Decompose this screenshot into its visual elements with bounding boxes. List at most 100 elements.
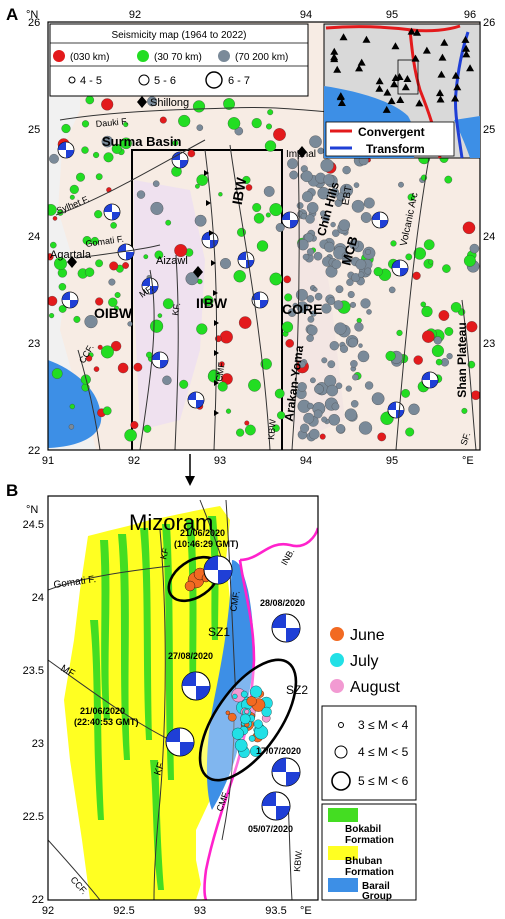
label-kbw: KBW [266, 418, 278, 440]
seismic-event [466, 321, 478, 333]
lat-tick-26-right: 26 [483, 17, 495, 29]
seismic-event [444, 175, 453, 184]
seismic-event [306, 248, 315, 256]
legend-bokabil-1: Bokabil [345, 824, 381, 835]
station-triangle [390, 80, 399, 88]
seismic-event [353, 182, 360, 188]
seismic-event [413, 355, 423, 365]
seismic-event [253, 213, 265, 224]
mizoram-event [249, 685, 263, 698]
focal-mechanism [271, 613, 301, 643]
event-labels: 21/06/2020 (10:46:29 GMT) 28/08/2020 27/… [74, 528, 305, 834]
seismic-event [269, 203, 283, 217]
b-lat-tick-24: 24 [32, 592, 44, 604]
inset-map: Convergent Transform [323, 23, 481, 159]
seismic-event [345, 385, 352, 392]
legend-mag-small [68, 76, 76, 84]
mizoram-event [244, 709, 250, 715]
seismic-event [306, 295, 315, 303]
seismic-event [366, 309, 372, 315]
bokabil-formation-strips [90, 516, 219, 890]
label-cmf: CMF [214, 361, 227, 382]
seismic-event [143, 424, 152, 433]
station-triangle [422, 46, 431, 54]
seismic-event [444, 327, 454, 336]
seismic-event [335, 424, 346, 434]
seismic-event [81, 120, 90, 128]
seismic-event [265, 212, 271, 218]
seismic-event [396, 329, 403, 336]
seismic-event [218, 192, 223, 197]
seismic-event [172, 140, 179, 146]
inset-legend-convergent: Convergent [358, 125, 425, 139]
seismic-event [97, 344, 103, 350]
seismic-event [310, 377, 316, 384]
seismic-event [283, 275, 291, 284]
seismic-event [321, 416, 328, 423]
station-triangle [375, 77, 384, 85]
legend-intermediate-dot [137, 50, 149, 62]
seismic-event [307, 402, 314, 410]
seismic-event [309, 135, 322, 148]
seismic-event [344, 408, 358, 421]
lon-tick-93: 93 [214, 455, 226, 467]
seismic-event [58, 305, 67, 313]
label-ibw: IBW [229, 176, 250, 206]
seismic-event [157, 313, 163, 318]
seismic-event [346, 278, 354, 286]
seismic-event [227, 117, 241, 130]
legend-barail-1: Barail [362, 881, 390, 892]
seismic-event [48, 253, 54, 261]
station-triangle [383, 88, 392, 96]
seismic-event [328, 414, 340, 426]
panel-b-title: Mizoram [129, 510, 213, 535]
seismic-event [385, 350, 396, 362]
seismic-event [242, 175, 251, 185]
seismic-event [154, 250, 164, 260]
seismic-event [195, 183, 200, 189]
seismic-event [102, 406, 112, 416]
focal-mechanism [237, 251, 255, 269]
station-triangle [387, 97, 396, 105]
seismic-event [312, 287, 318, 292]
focal-mechanism [165, 727, 195, 757]
legend-mag-medium [138, 74, 150, 86]
panel-b: B °N °E [6, 481, 417, 917]
panel-b-lon-unit: °E [300, 905, 312, 917]
mizoram-event [232, 693, 238, 699]
lat-tick-23-right: 23 [483, 338, 495, 350]
seismic-event [49, 313, 55, 319]
seismic-event [284, 293, 293, 302]
seismic-event [196, 174, 208, 186]
focal-mechanism [103, 203, 121, 221]
seismic-event [329, 341, 339, 351]
seismic-event [350, 301, 356, 308]
lon-tick-91: 91 [42, 455, 54, 467]
seismic-event [413, 247, 426, 260]
seismic-event [335, 382, 343, 390]
seismic-event [305, 214, 315, 224]
station-triangle [462, 44, 471, 52]
seismic-event [412, 271, 421, 280]
seismic-event [342, 165, 351, 175]
seismic-event [287, 158, 298, 170]
agartala-marker [67, 256, 77, 268]
focal-mechanism [141, 277, 159, 295]
seismic-event [48, 295, 58, 307]
seismic-event [61, 123, 71, 134]
seismic-event [296, 202, 304, 209]
zone-labels: SZ1 SZ2 [208, 625, 308, 697]
b-lon-tick-93-5: 93.5 [265, 905, 286, 917]
seismic-event [103, 152, 114, 163]
june-event [184, 580, 196, 592]
focal-mechanism [421, 371, 439, 389]
seismic-event [407, 193, 415, 201]
focal-mechanism [271, 757, 301, 787]
focal-mechanism [387, 401, 405, 419]
seismic-event [356, 317, 362, 324]
seismic-event [101, 98, 114, 111]
seismic-event [95, 173, 103, 181]
mizoram-event [225, 710, 230, 715]
focal-mechanism [261, 791, 291, 821]
seismic-event [266, 123, 272, 130]
